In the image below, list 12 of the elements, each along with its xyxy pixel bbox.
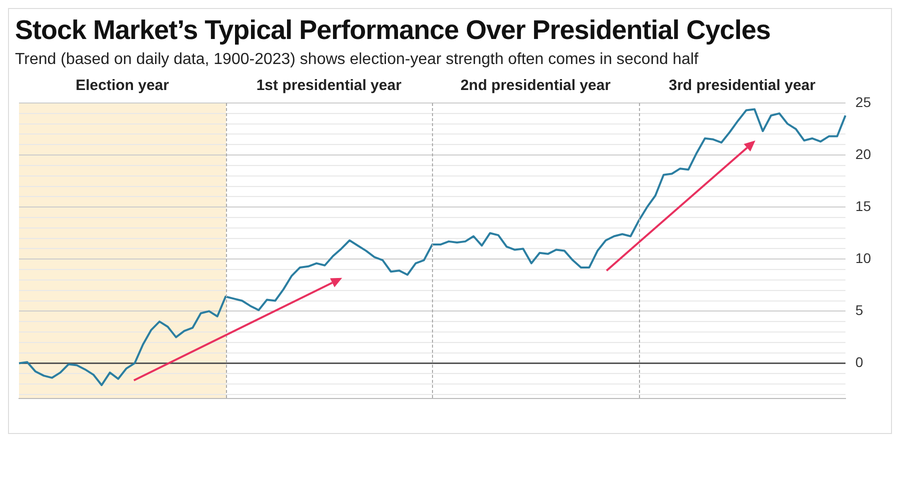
chart-subtitle: Trend (based on daily data, 1900-2023) shows election-year strength often comes in second half xyxy=(15,50,700,70)
y-tick-label: 20 xyxy=(855,146,872,162)
y-tick-label: 0 xyxy=(855,354,864,370)
text: 2nd presidential year xyxy=(459,76,612,94)
text: 3rd presidential year xyxy=(668,76,816,94)
y-tick-label: 5 xyxy=(855,302,864,318)
y-tick-label: 10 xyxy=(855,250,872,266)
y-tick-label: 25 xyxy=(855,94,872,110)
chart-title: Stock Market’s Typical Performance Over Presidential Cycles xyxy=(15,15,772,46)
text: 1st presidential year xyxy=(255,76,402,94)
text: Election year xyxy=(74,76,170,94)
y-tick-label: 15 xyxy=(855,198,872,214)
